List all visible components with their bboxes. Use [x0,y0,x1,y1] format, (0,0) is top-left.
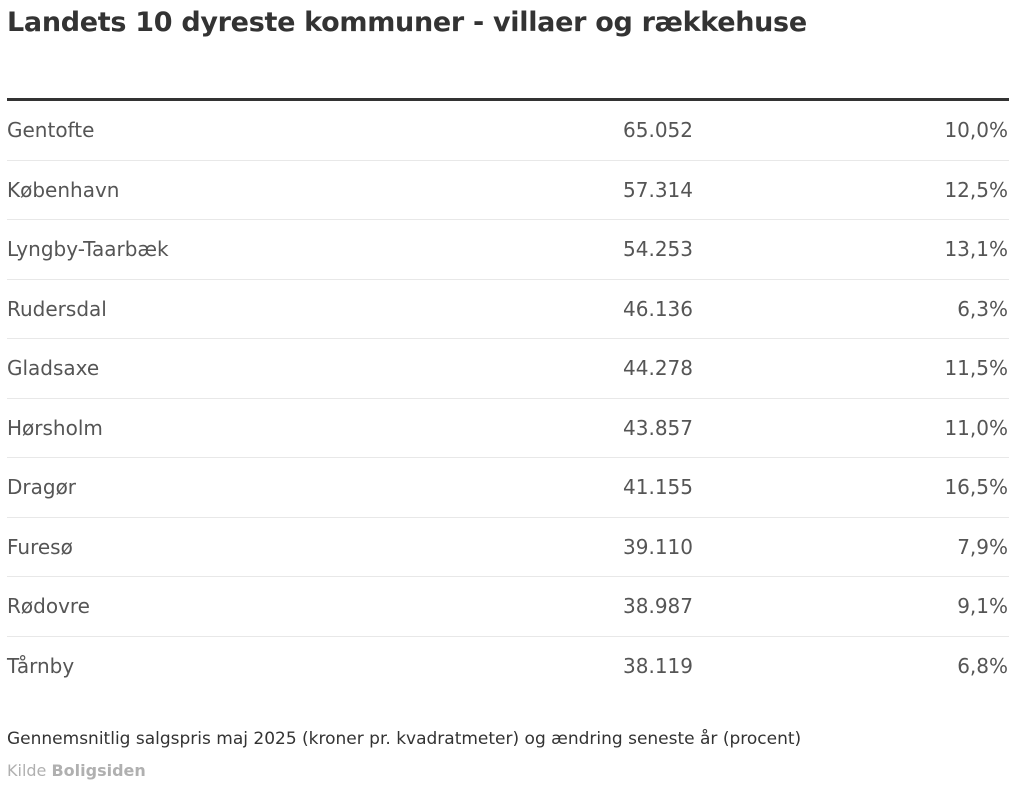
source-name: Boligsiden [51,761,146,780]
price-per-sqm: 44.278 [623,356,693,380]
price-per-sqm: 43.857 [623,415,693,440]
municipality-name: Furesø [7,534,73,559]
yearly-change: 12,5% [944,177,1008,202]
yearly-change: 11,0% [944,415,1008,440]
price-per-sqm: 39.110 [623,534,693,559]
municipality-name: Lyngby-Taarbæk [7,237,169,261]
yearly-change: 6,8% [957,653,1008,678]
price-per-sqm: 38.119 [623,653,693,678]
municipality-name: Rudersdal [7,296,107,321]
table-row: Gentofte 65.052 10,0% [7,101,1009,161]
table-row: Dragør 41.155 16,5% [7,458,1009,518]
municipality-name: København [7,177,120,202]
yearly-change: 9,1% [957,594,1008,618]
page-title: Landets 10 dyreste kommuner - villaer og… [7,7,807,38]
price-per-sqm: 41.155 [623,475,693,499]
yearly-change: 6,3% [957,296,1008,321]
municipality-name: Rødovre [7,594,90,618]
yearly-change: 13,1% [944,237,1008,261]
price-per-sqm: 46.136 [623,296,693,321]
price-per-sqm: 54.253 [623,237,693,261]
yearly-change: 10,0% [944,118,1008,142]
data-table: Gentofte 65.052 10,0% København 57.314 1… [7,98,1009,696]
municipality-name: Hørsholm [7,415,103,440]
municipality-name: Dragør [7,475,77,499]
municipality-name: Tårnby [7,653,75,678]
table-row: Tårnby 38.119 6,8% [7,637,1009,697]
table-row: Hørsholm 43.857 11,0% [7,399,1009,458]
table-row: Rudersdal 46.136 6,3% [7,280,1009,339]
table-row: Furesø 39.110 7,9% [7,518,1009,577]
table-row: Lyngby-Taarbæk 54.253 13,1% [7,220,1009,280]
source-label: Kilde [7,761,47,780]
yearly-change: 16,5% [944,475,1008,499]
price-per-sqm: 38.987 [623,594,693,618]
yearly-change: 11,5% [944,356,1008,380]
municipality-name: Gladsaxe [7,356,100,380]
municipality-name: Gentofte [7,118,95,142]
source-line: Kilde Boligsiden [7,760,146,782]
table-row: København 57.314 12,5% [7,161,1009,220]
price-per-sqm: 65.052 [623,118,693,142]
table-row: Gladsaxe 44.278 11,5% [7,339,1009,399]
price-per-sqm: 57.314 [623,177,693,202]
table-row: Rødovre 38.987 9,1% [7,577,1009,637]
table-footnote: Gennemsnitlig salgspris maj 2025 (kroner… [7,729,802,749]
yearly-change: 7,9% [957,534,1008,559]
